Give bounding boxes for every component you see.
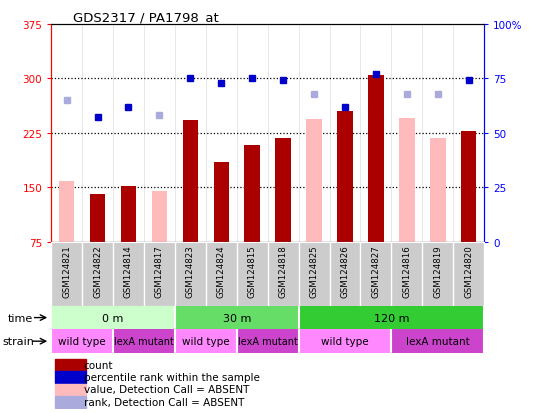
Text: GSM124818: GSM124818 [279, 244, 288, 297]
Bar [299, 306, 484, 330]
Bar [399, 119, 415, 242]
Bar [152, 191, 167, 242]
Bar [113, 330, 175, 353]
Text: lexA mutant: lexA mutant [406, 336, 470, 347]
Text: GSM124824: GSM124824 [217, 244, 226, 297]
Text: lexA mutant: lexA mutant [114, 336, 174, 347]
Text: wild type: wild type [58, 336, 106, 347]
Bar [275, 138, 291, 242]
Bar [337, 112, 353, 242]
Text: rank, Detection Call = ABSENT: rank, Detection Call = ABSENT [83, 397, 244, 407]
Text: GSM124826: GSM124826 [341, 244, 350, 297]
Bar [214, 162, 229, 242]
Bar [182, 120, 198, 242]
Bar [51, 330, 113, 353]
Bar [59, 182, 74, 242]
Text: strain: strain [3, 336, 34, 347]
Bar [430, 138, 445, 242]
Bar [55, 371, 86, 383]
Bar [121, 186, 136, 242]
Text: GSM124825: GSM124825 [309, 244, 318, 297]
Text: GSM124823: GSM124823 [186, 244, 195, 297]
Bar [55, 396, 86, 408]
Text: 30 m: 30 m [223, 313, 251, 323]
Bar [461, 131, 477, 242]
Text: wild type: wild type [182, 336, 230, 347]
Text: count: count [83, 360, 113, 370]
Bar [55, 359, 86, 371]
Text: GSM124822: GSM124822 [93, 244, 102, 297]
Text: GSM124815: GSM124815 [247, 244, 257, 297]
Text: 0 m: 0 m [102, 313, 124, 323]
Text: GSM124814: GSM124814 [124, 244, 133, 297]
Text: value, Detection Call = ABSENT: value, Detection Call = ABSENT [83, 385, 249, 394]
Text: GSM124821: GSM124821 [62, 244, 71, 297]
Text: GSM124816: GSM124816 [402, 244, 412, 297]
Bar [237, 330, 299, 353]
Text: GSM124817: GSM124817 [155, 244, 164, 297]
Text: wild type: wild type [321, 336, 369, 347]
Bar [299, 330, 391, 353]
Text: 120 m: 120 m [374, 313, 409, 323]
Text: percentile rank within the sample: percentile rank within the sample [83, 372, 259, 382]
Bar [175, 306, 299, 330]
Bar [306, 120, 322, 242]
Text: time: time [8, 313, 33, 323]
Bar [175, 330, 237, 353]
Text: lexA mutant: lexA mutant [238, 336, 298, 347]
Text: GSM124819: GSM124819 [433, 244, 442, 297]
Text: GDS2317 / PA1798_at: GDS2317 / PA1798_at [73, 11, 218, 24]
Text: GSM124827: GSM124827 [371, 244, 380, 297]
Bar [244, 146, 260, 242]
Bar [368, 76, 384, 242]
Text: GSM124820: GSM124820 [464, 244, 473, 297]
Bar [90, 195, 105, 242]
Bar [51, 306, 175, 330]
Bar [55, 384, 86, 396]
Bar [391, 330, 484, 353]
